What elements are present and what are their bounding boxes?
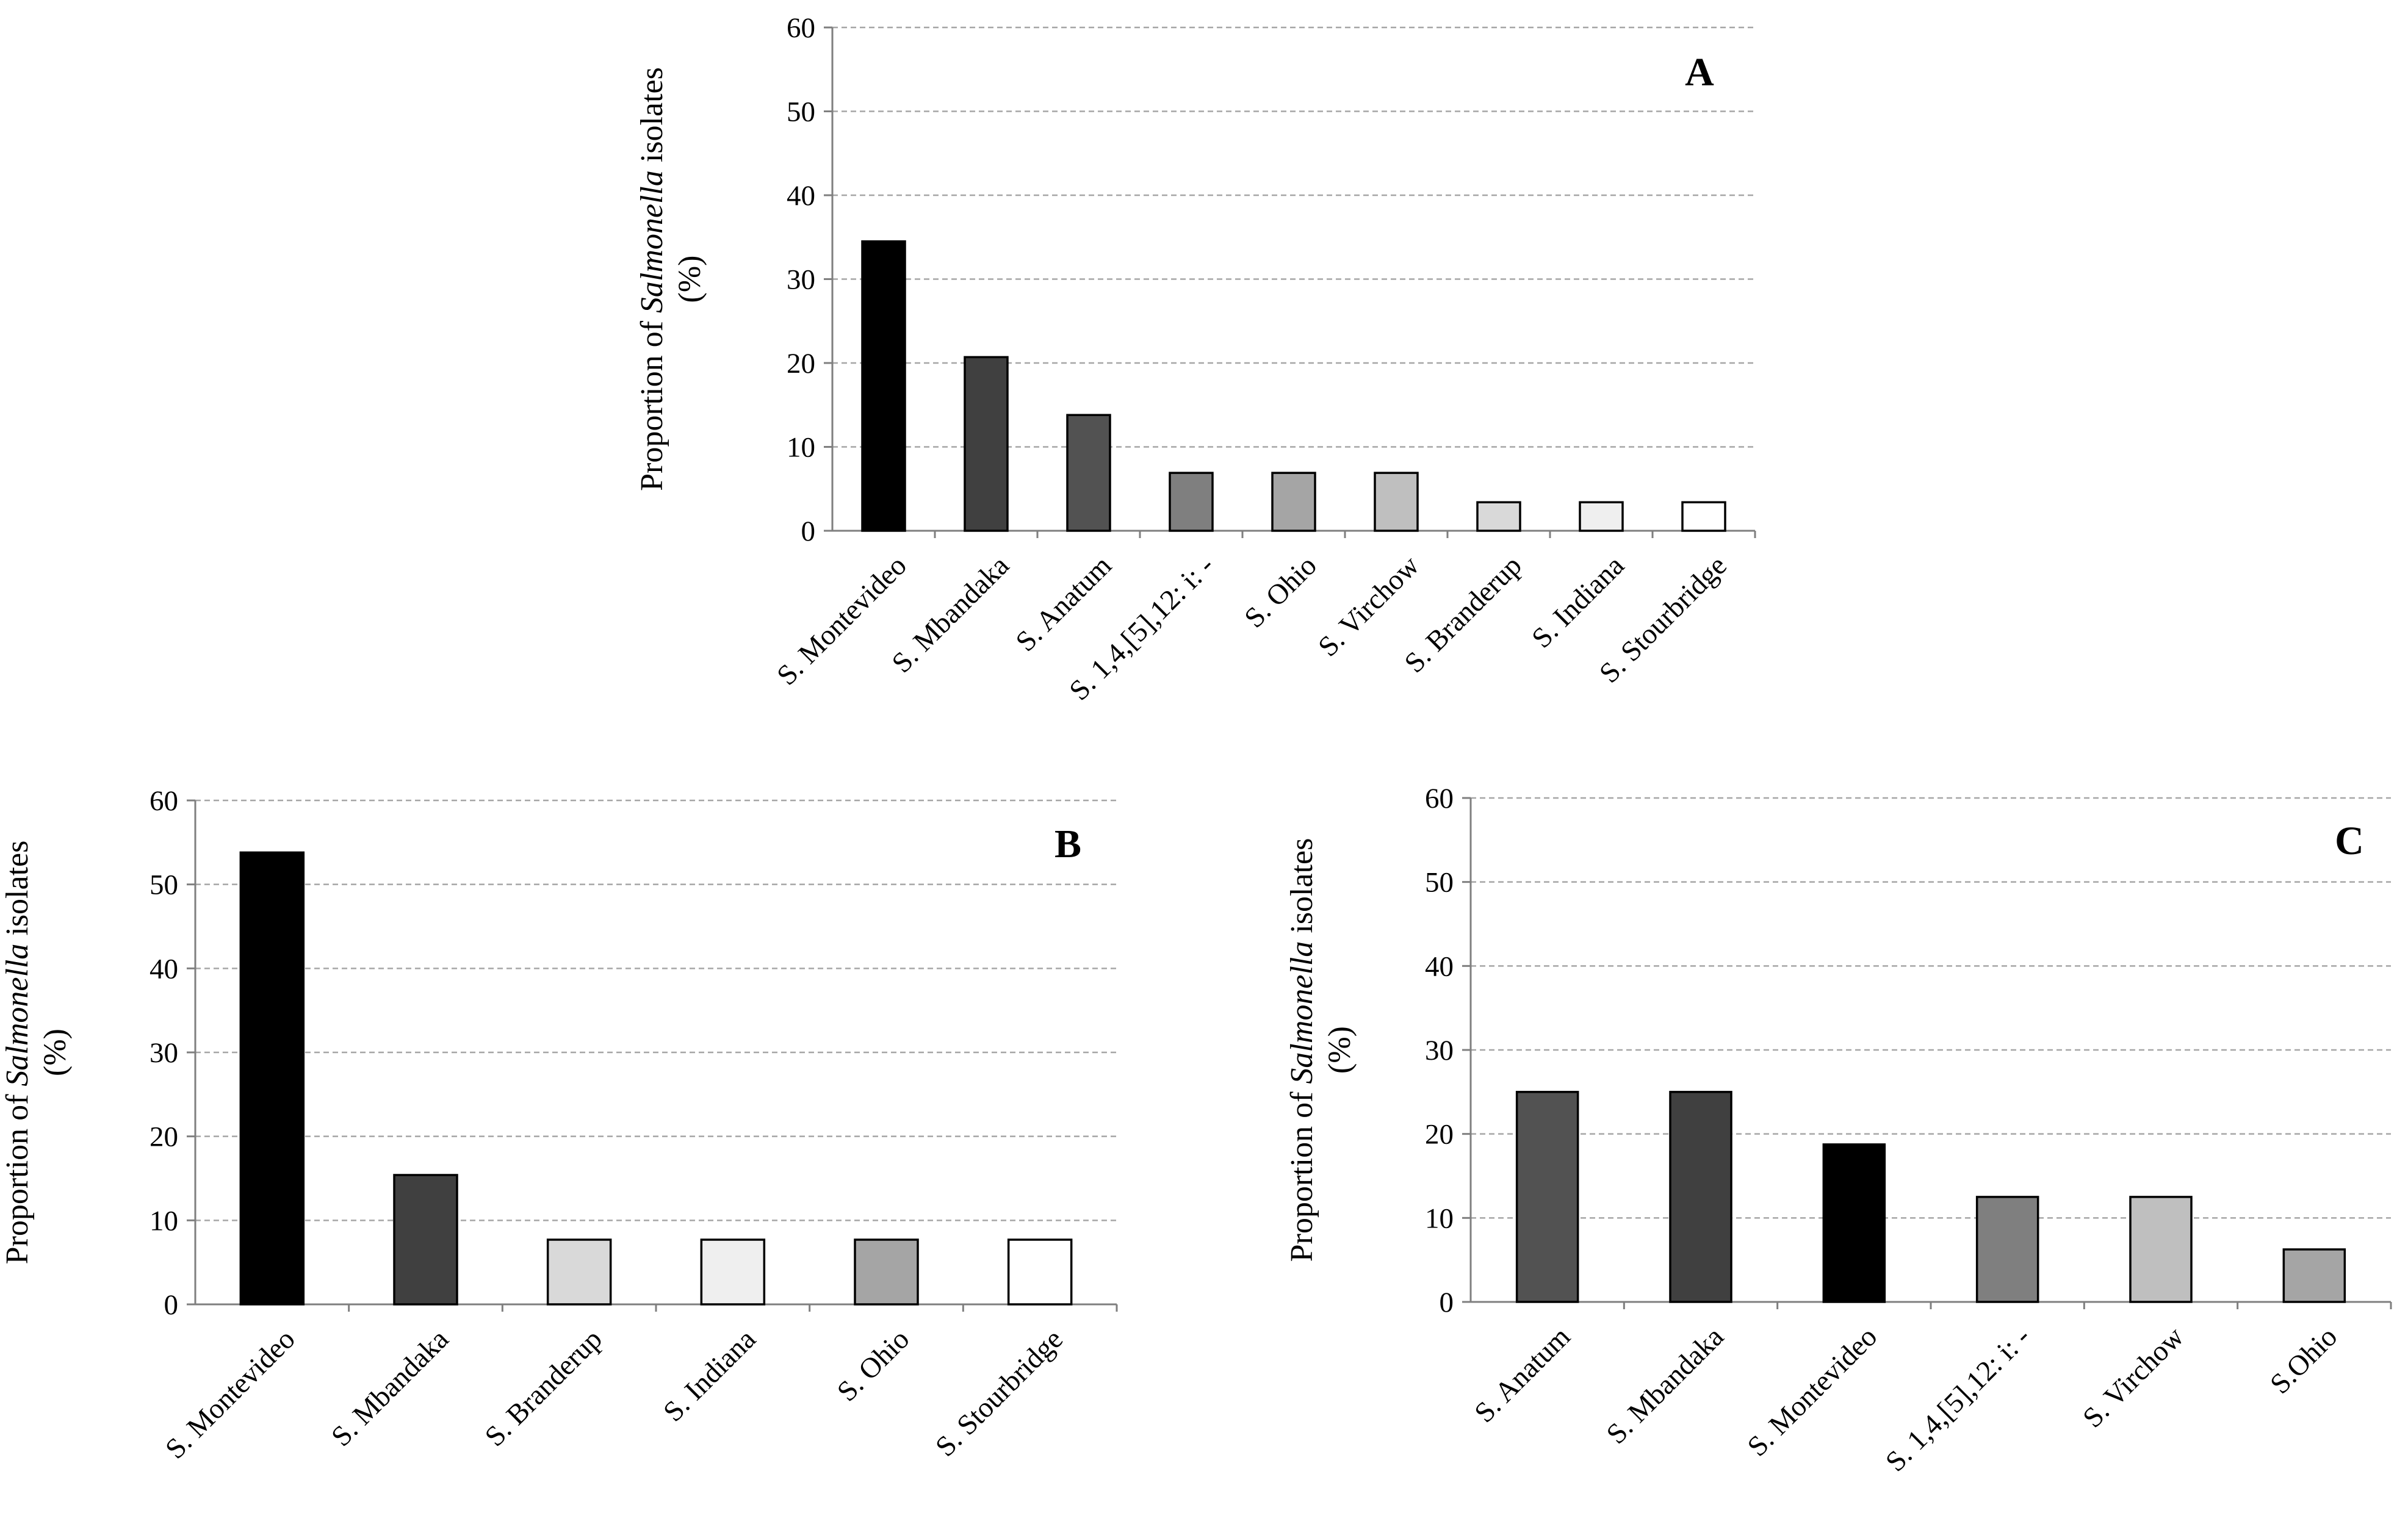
bar-c-1 bbox=[1515, 1091, 1579, 1303]
x-category-label: S.Ohio bbox=[2264, 1321, 2343, 1400]
x-category-label: S. Ohio bbox=[831, 1323, 915, 1407]
y-axis-label-part: isolates bbox=[1285, 838, 1319, 941]
y-tick-label: 50 bbox=[787, 96, 815, 128]
y-axis-label: Proportion of Salmonella isolates bbox=[0, 841, 35, 1265]
panel-label-b: B bbox=[1054, 822, 1081, 866]
bar-b-6 bbox=[1007, 1238, 1073, 1306]
x-category-label: S. Montevideo bbox=[771, 550, 912, 691]
bar-c-4 bbox=[1975, 1196, 2039, 1303]
bar-a-8 bbox=[1579, 501, 1624, 532]
bar-c-2 bbox=[1669, 1091, 1732, 1303]
bar-b-1 bbox=[239, 851, 305, 1306]
x-category-label: S. Virchow bbox=[2077, 1321, 2190, 1434]
y-tick-label: 10 bbox=[787, 432, 815, 464]
bar-c-5 bbox=[2129, 1196, 2193, 1303]
y-axis-unit: (%) bbox=[1322, 1026, 1357, 1074]
bar-a-4 bbox=[1169, 472, 1214, 532]
y-tick-label: 30 bbox=[1425, 1035, 1454, 1066]
y-axis-label-part: Salmonella bbox=[635, 170, 669, 313]
y-axis-label: Proportion of Salmonella isolates bbox=[635, 67, 669, 491]
x-category-label: S. Mbandaka bbox=[325, 1323, 455, 1453]
y-tick-label: 60 bbox=[150, 785, 178, 817]
bar-b-5 bbox=[854, 1238, 919, 1306]
y-tick-label: 0 bbox=[164, 1289, 179, 1321]
y-tick-label: 60 bbox=[787, 12, 815, 44]
bar-a-9 bbox=[1681, 501, 1726, 532]
y-tick-label: 0 bbox=[801, 516, 816, 547]
x-category-label: S. Anatum bbox=[1010, 550, 1118, 658]
y-tick-label: 20 bbox=[1425, 1119, 1454, 1151]
y-axis-label-part: Proportion of bbox=[0, 1087, 35, 1265]
y-tick-label: 50 bbox=[1425, 867, 1454, 899]
bar-c-6 bbox=[2282, 1248, 2346, 1303]
y-axis-label: Proportion of Salmonella isolates bbox=[1285, 838, 1319, 1262]
bar-a-2 bbox=[964, 356, 1009, 532]
x-category-label: S. Branderup bbox=[479, 1323, 608, 1453]
bar-b-3 bbox=[546, 1238, 612, 1306]
bar-a-1 bbox=[861, 240, 906, 532]
y-tick-label: 30 bbox=[787, 264, 815, 296]
x-category-label: S. Mbandaka bbox=[1601, 1321, 1730, 1450]
y-tick-label: 20 bbox=[150, 1121, 178, 1153]
y-axis-label-part: Proportion of bbox=[1285, 1084, 1319, 1262]
bar-b-4 bbox=[700, 1238, 766, 1306]
x-category-label: S. Indiana bbox=[657, 1323, 762, 1428]
y-tick-label: 10 bbox=[150, 1205, 178, 1237]
bar-c-3 bbox=[1822, 1143, 1886, 1303]
y-axis-label-part: isolates bbox=[635, 67, 669, 170]
y-tick-label: 40 bbox=[1425, 951, 1454, 982]
chart-panel-c: 0 10 20 30 40 50 60 S. Anatum S. Mbandaka S. Mont… bbox=[1285, 783, 2392, 1478]
y-tick-label: 60 bbox=[1425, 783, 1454, 814]
bar-a-3 bbox=[1066, 414, 1111, 532]
x-category-label: S. Montevideo bbox=[159, 1323, 301, 1465]
bar-a-6 bbox=[1374, 472, 1419, 532]
panel-label-a: A bbox=[1685, 50, 1714, 95]
y-tick-label: 40 bbox=[150, 953, 178, 985]
y-tick-label: 20 bbox=[787, 348, 815, 379]
y-axis-unit: (%) bbox=[672, 256, 707, 303]
y-tick-label: 10 bbox=[1425, 1202, 1454, 1234]
x-category-label: S. 1,4,[5],12: i: - bbox=[1880, 1321, 2036, 1478]
y-axis-label-part: Salmonella bbox=[1285, 941, 1319, 1084]
panel-label-c: C bbox=[2335, 819, 2364, 863]
y-tick-label: 0 bbox=[1440, 1287, 1454, 1318]
y-axis-unit: (%) bbox=[38, 1029, 73, 1076]
y-axis-label-part: Proportion of bbox=[635, 313, 669, 491]
bar-b-2 bbox=[393, 1174, 458, 1306]
x-category-label: S. Indiana bbox=[1526, 550, 1631, 655]
y-tick-label: 50 bbox=[150, 869, 178, 901]
x-category-label: S. Montevideo bbox=[1742, 1321, 1883, 1462]
bar-a-5 bbox=[1271, 472, 1316, 532]
x-category-label: S. Ohio bbox=[1238, 550, 1322, 634]
x-category-label: S. Anatum bbox=[1468, 1321, 1576, 1429]
x-category-label: S. Stourbridge bbox=[929, 1323, 1069, 1463]
y-tick-label: 40 bbox=[787, 180, 815, 212]
y-tick-label: 30 bbox=[150, 1037, 178, 1069]
bar-a-7 bbox=[1476, 501, 1521, 532]
y-axis-label-part: Salmonella bbox=[0, 944, 35, 1087]
y-axis-label-part: isolates bbox=[0, 841, 35, 944]
